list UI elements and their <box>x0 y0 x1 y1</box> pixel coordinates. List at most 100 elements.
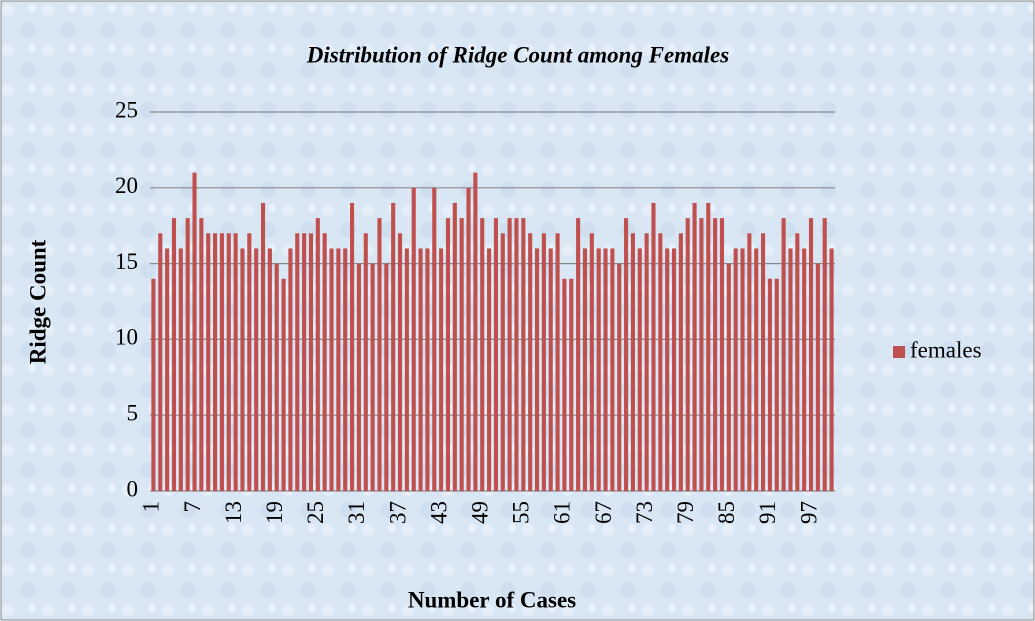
bar <box>733 248 738 491</box>
bar <box>363 233 368 491</box>
bar <box>774 278 779 491</box>
bar <box>603 248 608 491</box>
x-tick-label: 85 <box>714 501 739 524</box>
bar <box>555 233 560 491</box>
x-tick-label: 55 <box>509 501 534 524</box>
bar <box>391 202 396 491</box>
x-tick-label: 61 <box>550 501 575 524</box>
bar <box>274 263 279 491</box>
bar <box>233 233 238 491</box>
bar <box>534 248 540 491</box>
bar <box>713 218 718 491</box>
bar <box>418 248 423 491</box>
x-tick-label: 13 <box>221 501 246 524</box>
bar <box>671 248 677 491</box>
bar <box>665 248 670 491</box>
x-tick-label: 97 <box>796 501 821 524</box>
bar <box>219 233 224 491</box>
bar <box>754 248 759 491</box>
y-tick-label: 0 <box>127 476 139 501</box>
bar <box>151 278 156 491</box>
bar <box>589 233 594 491</box>
x-tick-label: 73 <box>632 501 657 524</box>
y-axis-label: Ridge Count <box>25 239 50 364</box>
bar <box>767 278 772 491</box>
bar <box>254 248 259 491</box>
bar <box>445 218 451 491</box>
bar <box>171 218 177 491</box>
bar <box>761 233 766 491</box>
x-tick-label: 31 <box>344 501 369 524</box>
x-tick-label: 43 <box>426 501 451 524</box>
bar <box>740 248 745 491</box>
bar <box>507 218 512 491</box>
bar <box>315 218 320 491</box>
y-tick-label: 5 <box>127 400 139 425</box>
bar <box>822 218 827 491</box>
bar <box>610 248 615 491</box>
bar <box>240 248 245 491</box>
bar <box>404 248 409 491</box>
bar <box>439 248 444 491</box>
bar <box>213 233 218 491</box>
bar <box>685 218 690 491</box>
bar <box>397 233 403 491</box>
bar <box>288 248 293 491</box>
bar <box>788 248 793 491</box>
bar <box>678 233 683 491</box>
bar <box>480 218 485 491</box>
bar <box>528 233 533 491</box>
x-tick-label: 19 <box>262 501 287 524</box>
x-tick-label: 67 <box>591 501 616 524</box>
bar <box>281 278 286 491</box>
bar <box>829 248 834 491</box>
bar <box>658 233 663 491</box>
bar <box>815 263 820 491</box>
bar <box>466 187 471 492</box>
y-tick-label: 10 <box>115 325 138 350</box>
bar <box>500 233 505 491</box>
bar <box>165 248 170 491</box>
bar <box>630 233 635 491</box>
bar <box>302 233 307 491</box>
bar <box>808 218 814 491</box>
bar <box>576 218 581 491</box>
bar <box>473 172 478 491</box>
bar <box>795 233 800 491</box>
bar <box>329 248 334 491</box>
bar <box>199 218 204 491</box>
bar <box>192 172 197 491</box>
legend-label: females <box>910 337 982 362</box>
bar <box>514 218 519 491</box>
x-tick-label: 91 <box>755 501 780 524</box>
bar <box>356 263 361 491</box>
bar <box>336 248 341 491</box>
bar <box>158 233 163 491</box>
bar <box>651 202 656 491</box>
bar <box>178 248 183 491</box>
bar <box>226 233 231 491</box>
bar <box>260 202 266 491</box>
chart-title: Distribution of Ridge Count among Female… <box>306 42 729 67</box>
bar <box>747 233 752 491</box>
bar <box>295 233 300 491</box>
bar <box>411 187 416 492</box>
bar <box>582 248 588 491</box>
bar <box>706 202 711 491</box>
bar <box>644 233 649 491</box>
x-tick-label: 1 <box>139 501 164 513</box>
bar <box>596 248 601 491</box>
bar <box>719 218 725 491</box>
bar <box>624 218 629 491</box>
x-axis-label: Number of Cases <box>408 587 576 612</box>
bar <box>541 233 546 491</box>
bar <box>350 202 355 491</box>
bar <box>493 218 498 491</box>
bar <box>432 187 437 492</box>
bar <box>569 278 574 491</box>
y-tick-label: 15 <box>115 249 138 274</box>
y-tick-label: 20 <box>115 173 138 198</box>
legend-swatch <box>893 346 905 358</box>
bar <box>637 248 642 491</box>
